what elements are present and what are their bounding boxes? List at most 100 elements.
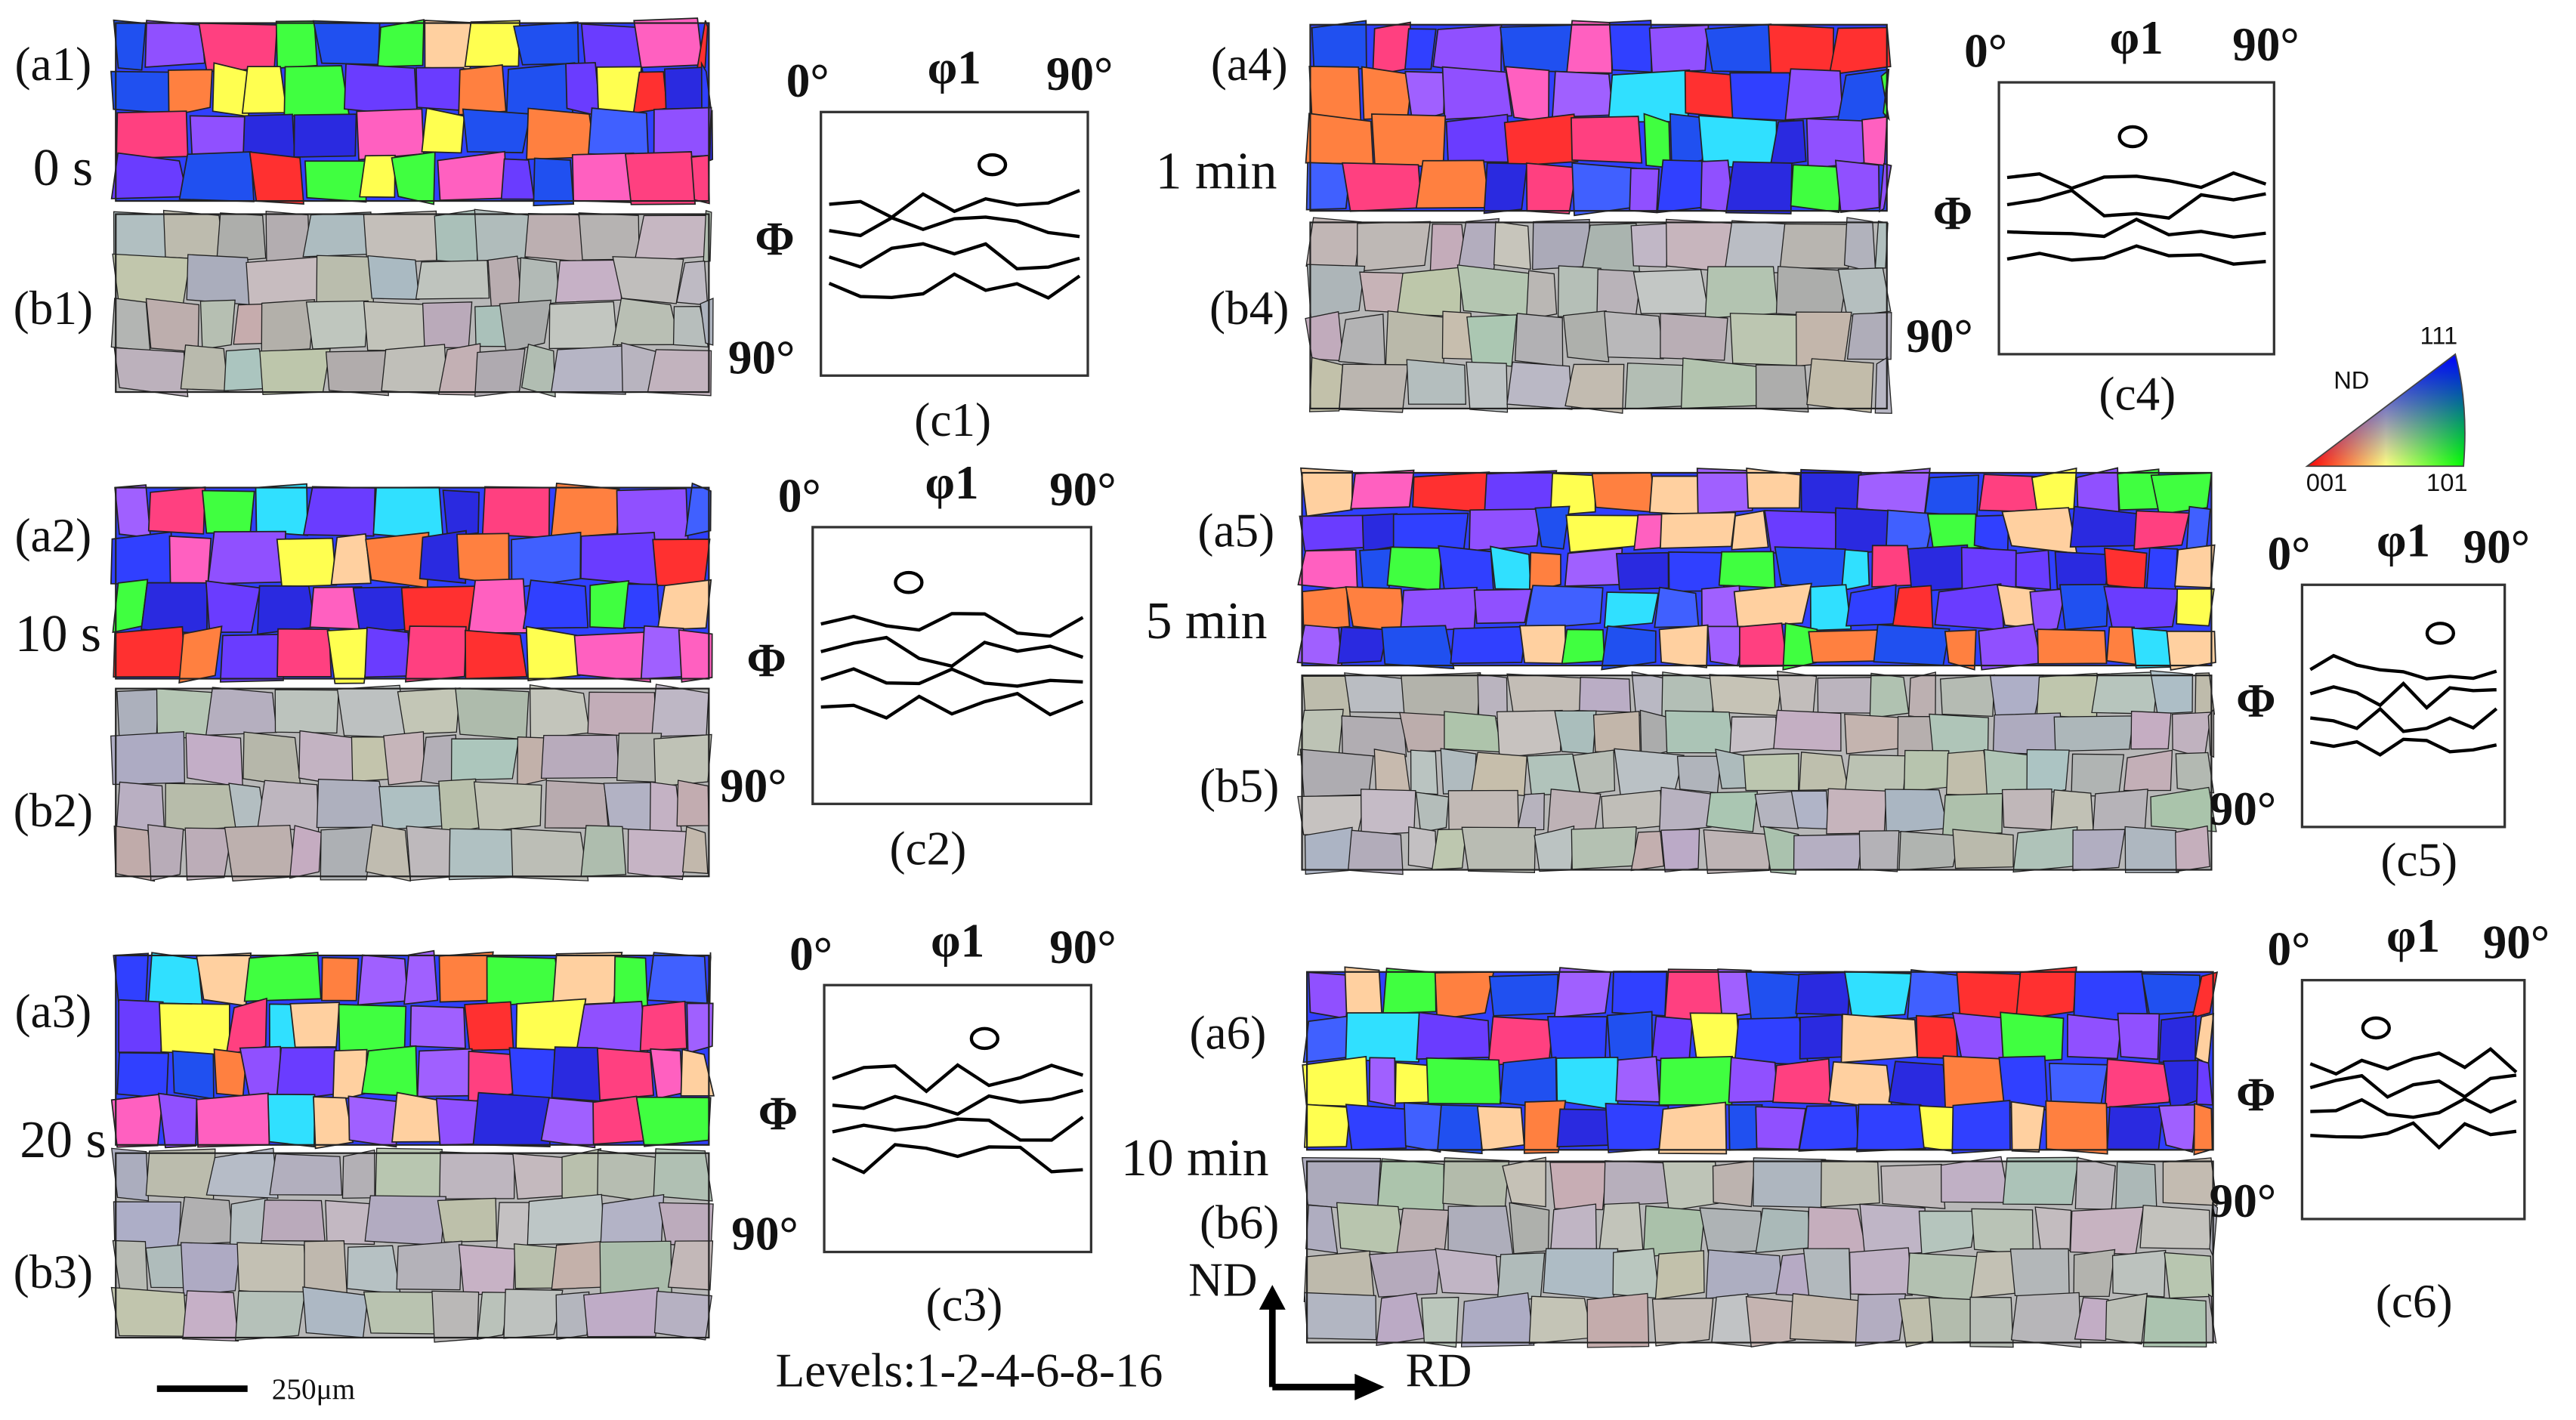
contour-line (2006, 218, 2266, 239)
grain (1297, 708, 1344, 756)
grain (1658, 624, 1709, 668)
grain (1753, 1157, 1827, 1209)
grain (1441, 66, 1513, 120)
grain (216, 212, 267, 263)
grain (1603, 1160, 1670, 1207)
micrograph (110, 17, 714, 207)
grain (198, 22, 278, 73)
grain (1297, 549, 1358, 591)
grain (289, 1002, 341, 1048)
grain (651, 684, 709, 737)
grain (2133, 510, 2190, 551)
grain (114, 484, 152, 539)
grain (416, 1048, 473, 1097)
grain (289, 825, 323, 879)
grain (663, 66, 709, 111)
grain (580, 532, 659, 587)
grain (356, 108, 425, 161)
grain (2158, 1014, 2197, 1065)
grain (397, 687, 461, 735)
grain (2071, 753, 2125, 797)
grain (437, 150, 508, 202)
grain (396, 1240, 463, 1291)
grain (1729, 72, 1795, 122)
grain (1745, 1295, 1799, 1347)
grain (1415, 792, 1450, 833)
grain (1648, 24, 1710, 73)
contour-line (832, 1063, 1084, 1094)
grain (1775, 266, 1849, 317)
grain (347, 1095, 398, 1148)
grain (544, 779, 609, 829)
panel-label: (b3) (14, 1246, 93, 1298)
grain (177, 1196, 234, 1246)
grain (196, 1092, 270, 1148)
grain (1970, 1250, 2016, 1298)
grain (1345, 1011, 1423, 1063)
odf-axis-label: 90° (1049, 463, 1117, 516)
grain (243, 952, 322, 1002)
contour-line (2310, 706, 2498, 733)
grain (1488, 974, 1559, 1017)
grain (1846, 311, 1892, 360)
grain (1611, 970, 1668, 1017)
grain (1754, 790, 1799, 829)
grain (1729, 313, 1802, 366)
grain (1648, 475, 1701, 516)
panel-label: (b5) (1200, 759, 1279, 812)
grain (1564, 363, 1625, 414)
grain (1347, 829, 1404, 875)
grain (448, 828, 519, 881)
grain (684, 482, 712, 537)
odf-axis-label: Φ (747, 634, 786, 687)
micrograph (1302, 966, 2219, 1156)
grain (1425, 1057, 1502, 1105)
grain (1630, 830, 1665, 872)
grain (1604, 310, 1664, 360)
grain (186, 254, 253, 306)
grain (409, 1005, 466, 1049)
grain (2157, 1104, 2198, 1153)
grain (157, 1092, 198, 1149)
grain (500, 158, 536, 200)
contour-island (2117, 125, 2148, 149)
grain (526, 107, 597, 160)
axis-label: RD (1406, 1344, 1472, 1397)
grain (1416, 1011, 1490, 1060)
grain (341, 1149, 375, 1199)
grain (533, 157, 575, 207)
grain (1337, 626, 1388, 664)
grain (304, 160, 368, 203)
grain (113, 625, 187, 678)
grain (1571, 826, 1637, 870)
grain (1745, 970, 1802, 1022)
grain (2037, 628, 2108, 665)
grain (624, 151, 697, 205)
grain (1339, 363, 1409, 413)
grain (1490, 545, 1532, 591)
grain (540, 1097, 596, 1149)
grain (1338, 313, 1386, 366)
grain (178, 151, 255, 202)
grain (1738, 622, 1788, 668)
grain (178, 625, 223, 684)
grain (1926, 513, 1981, 550)
grain (365, 824, 411, 882)
axis-label: ND (1188, 1254, 1257, 1307)
grain (686, 1002, 714, 1054)
grain (1476, 1105, 1525, 1152)
grain (1704, 266, 1779, 320)
grain (312, 20, 381, 66)
contour-line (828, 242, 1080, 271)
grain (316, 255, 375, 304)
grain (1969, 1296, 2014, 1348)
grain (1447, 789, 1519, 834)
grain (1302, 1055, 1369, 1108)
grain (1532, 218, 1590, 270)
grain (1802, 1248, 1852, 1303)
odf-axis-label: 90° (2232, 18, 2300, 71)
grain (1401, 671, 1481, 720)
grain (1743, 753, 1799, 792)
grain (424, 20, 471, 70)
grain (1874, 356, 1892, 414)
